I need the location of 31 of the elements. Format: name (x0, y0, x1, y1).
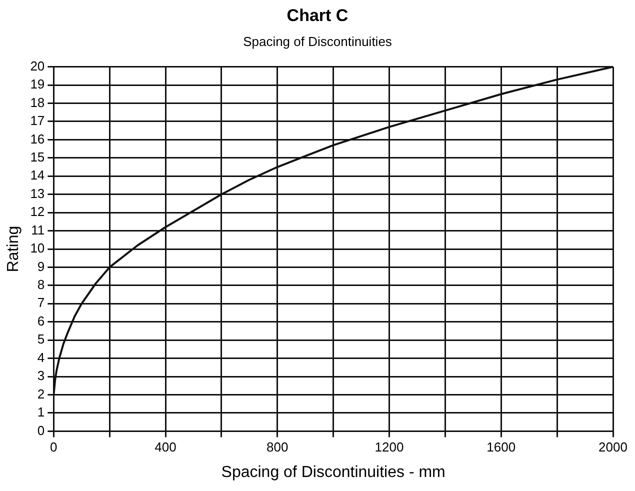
x-tick-label: 1200 (374, 440, 404, 455)
y-tick-label: 9 (37, 258, 45, 274)
y-tick-label: 19 (30, 76, 45, 92)
chart-subtitle: Spacing of Discontinuities (242, 34, 393, 49)
x-tick-label: 0 (50, 440, 58, 455)
y-tick-label: 10 (30, 240, 45, 256)
y-tick-label: 5 (37, 332, 45, 347)
y-tick-label: 14 (30, 168, 45, 183)
y-tick-label: 17 (30, 113, 45, 128)
y-tick-label: 11 (31, 222, 45, 238)
x-tick-label: 800 (266, 440, 288, 455)
y-tick-label: 1 (37, 404, 45, 420)
x-tick-label: 2000 (598, 440, 628, 455)
chart-title: Chart C (286, 6, 350, 26)
y-tick-label: 12 (30, 204, 45, 220)
y-tick-label: 20 (30, 58, 45, 74)
y-tick-label: 8 (37, 277, 45, 292)
y-tick-label: 18 (30, 94, 45, 110)
y-tick-label: 16 (30, 131, 45, 146)
y-tick-label: 4 (37, 350, 45, 365)
y-tick-label: 7 (37, 295, 45, 310)
x-tick-label: 1600 (486, 440, 516, 455)
x-tick-label: 400 (154, 440, 176, 455)
y-axis-title: Rating (5, 226, 22, 272)
y-tick-label: 13 (30, 186, 45, 201)
x-axis-title: Spacing of Discontinuities - mm (221, 464, 446, 481)
y-tick-label: 2 (37, 386, 45, 402)
y-tick-label: 3 (37, 368, 45, 384)
y-tick-label: 0 (37, 422, 45, 438)
y-tick-label: 6 (37, 313, 45, 328)
y-tick-label: 15 (30, 149, 45, 164)
